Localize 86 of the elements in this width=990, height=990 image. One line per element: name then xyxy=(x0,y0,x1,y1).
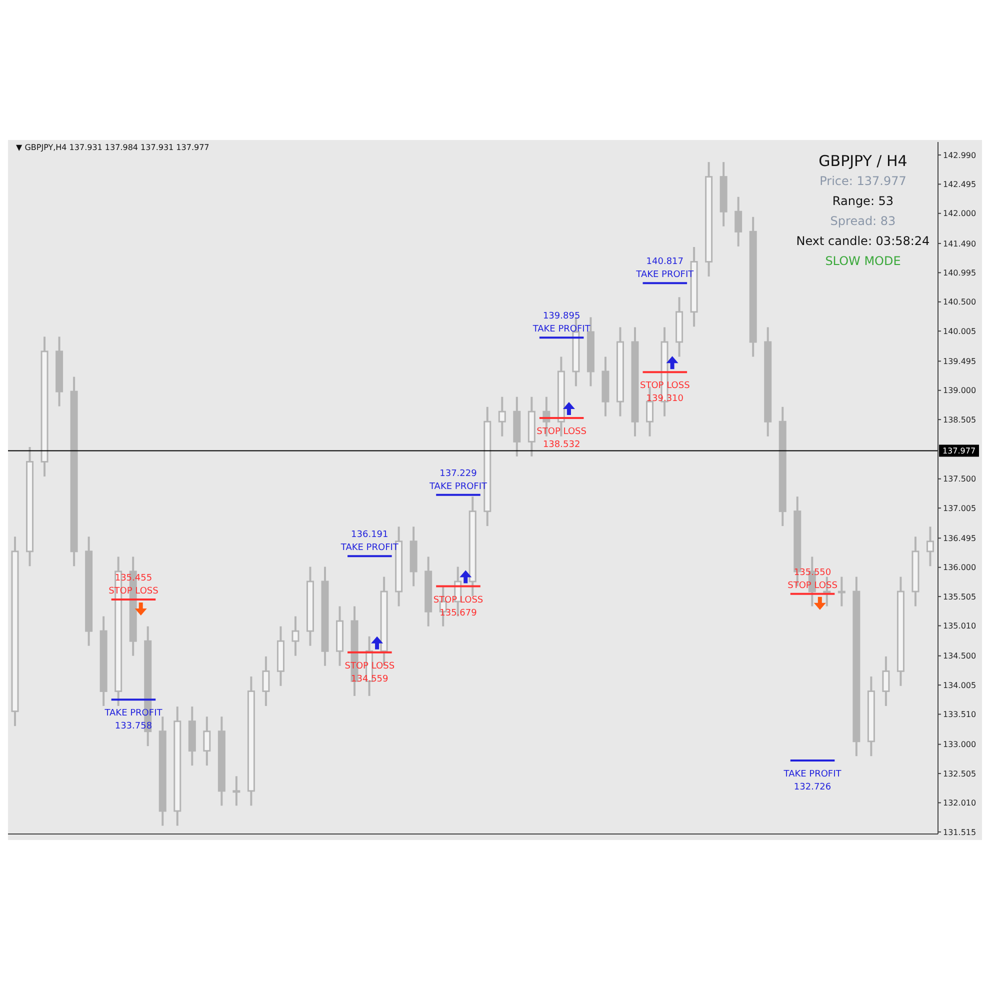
y-tick-label: 135.505 xyxy=(943,592,976,602)
candlestick xyxy=(882,655,890,707)
candlestick xyxy=(174,706,182,827)
ref-line-label: STOP LOSS 134.559 xyxy=(344,661,395,684)
candlestick xyxy=(867,675,875,758)
annotation: Spread: 83 xyxy=(830,214,896,228)
candlestick xyxy=(40,336,48,478)
y-tick-label: 142.495 xyxy=(943,180,976,190)
candlestick xyxy=(247,675,255,807)
annotation: Range: 53 xyxy=(831,194,895,208)
candlestick xyxy=(528,396,536,458)
candlestick xyxy=(203,716,211,767)
y-tick-label: 136.495 xyxy=(943,534,976,543)
candlestick xyxy=(720,161,728,228)
ref-line-label: STOP LOSS 139.310 xyxy=(640,381,690,404)
y-tick-label: 142.000 xyxy=(943,209,976,218)
annotation: SLOW MODE xyxy=(824,254,902,268)
candlestick xyxy=(292,615,300,657)
y-tick-label: 131.515 xyxy=(943,828,976,837)
ref-line-label: 140.817 TAKE PROFIT xyxy=(635,257,694,280)
candlestick xyxy=(734,196,742,248)
candlestick xyxy=(218,716,226,807)
text: GBPJPY / H4 xyxy=(818,152,908,170)
y-tick-label: 140.500 xyxy=(943,298,976,307)
y-tick-label: 136.000 xyxy=(943,563,976,572)
y-tick-label: 142.990 xyxy=(943,150,976,160)
y-tick-label: 134.005 xyxy=(943,680,976,690)
candlestick xyxy=(336,605,344,667)
y-tick-label: 134.500 xyxy=(943,652,976,661)
y-tick-label: 139.000 xyxy=(943,386,976,396)
candlestick xyxy=(276,625,284,687)
candlestick xyxy=(306,566,314,647)
candlestick xyxy=(676,296,684,358)
candlestick xyxy=(838,576,846,608)
ref-line-label: STOP LOSS 135.679 xyxy=(433,595,484,618)
candlestick xyxy=(321,566,329,667)
annotation: Price: 137.977 xyxy=(820,174,906,188)
y-tick-label: 137.500 xyxy=(943,474,976,484)
y-tick-label: 133.000 xyxy=(943,740,976,750)
candlestick xyxy=(631,326,639,438)
candlestick xyxy=(70,376,78,568)
candlestick xyxy=(778,406,786,528)
candlestick xyxy=(764,326,772,438)
candlestick xyxy=(158,716,166,827)
ref-line-label: STOP LOSS 138.532 xyxy=(536,426,587,450)
candlestick xyxy=(852,576,860,758)
candlestick xyxy=(749,216,757,358)
candlestick xyxy=(232,775,240,807)
candlestick xyxy=(602,356,610,418)
candlestick xyxy=(424,556,432,628)
candlestick xyxy=(926,526,934,568)
annotation: Next candle: 03:58:24 xyxy=(796,234,930,248)
ref-line-label: 135.550 STOP LOSS xyxy=(788,568,838,591)
y-tick-label: 137.005 xyxy=(943,504,976,513)
ref-line-label: 135.455 STOP LOSS xyxy=(108,574,159,596)
candlestick xyxy=(262,655,270,707)
ref-line-label: 139.895 TAKE PROFIT xyxy=(532,312,591,335)
candlestick xyxy=(513,396,521,458)
y-tick-label: 141.490 xyxy=(943,239,976,248)
y-tick-label: 135.010 xyxy=(943,622,976,631)
ref-line-label: 137.229 TAKE PROFIT xyxy=(428,468,488,492)
y-tick-label: 133.510 xyxy=(943,710,976,720)
chart-subtitle: ▼ GBPJPY,H4 137.931 137.984 137.931 137.977 xyxy=(16,143,210,152)
y-tick-label: 138.505 xyxy=(943,415,976,424)
candlestick xyxy=(188,706,196,767)
y-tick-label: 140.005 xyxy=(943,326,976,336)
ref-line-label: TAKE PROFIT 132.726 xyxy=(782,769,842,792)
y-tick-label: 132.505 xyxy=(943,769,976,778)
candlestick xyxy=(85,536,93,647)
candlestick xyxy=(705,161,713,278)
candlestick xyxy=(616,326,624,418)
ref-line-label: 136.191 TAKE PROFIT xyxy=(340,530,399,554)
ref-line-label: TAKE PROFIT 133.758 xyxy=(104,708,163,732)
candlestick xyxy=(56,336,64,408)
candlestick xyxy=(912,536,920,608)
candlestick xyxy=(26,446,34,568)
y-tick-label: 140.995 xyxy=(943,268,976,278)
candlestick xyxy=(498,396,506,438)
candlestick xyxy=(896,576,904,687)
candlestick xyxy=(410,526,418,588)
candlestick xyxy=(468,496,476,598)
y-tick-label: 132.010 xyxy=(943,798,976,808)
ref-line-label: 137.977 xyxy=(942,446,976,456)
y-tick-label: 139.495 xyxy=(943,357,976,366)
candlestick xyxy=(100,615,108,707)
candlestick xyxy=(11,536,19,728)
